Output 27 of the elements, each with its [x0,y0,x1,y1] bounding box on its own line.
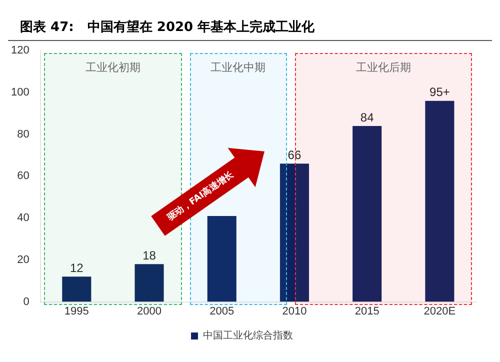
x-tick-label: 2010 [282,305,307,318]
y-tick-label: 60 [17,170,30,182]
bar [62,276,92,302]
data-label: 95+ [430,85,450,100]
annotation: 驱动，FAI高速增长 [164,168,237,224]
x-tick-label: 2020E [424,305,456,318]
y-tick-label: 100 [10,86,30,98]
legend-label: 中国工业化综合指数 [203,330,293,342]
x-tick-label: 1995 [64,305,89,318]
x-tick-label: 2015 [354,305,380,318]
x-tick-label: 2000 [137,305,162,318]
bar [134,264,164,302]
y-tick-label: 0 [23,296,30,308]
data-label: 84 [360,110,374,124]
y-tick-label: 20 [17,254,30,266]
x-tick-label: 2005 [210,305,234,318]
bar [280,164,309,302]
y-tick-label: 40 [17,212,30,224]
y-tick-label: 120 [10,44,30,57]
bar [425,100,454,302]
y-tick-label: 80 [17,128,30,140]
data-label: 12 [70,260,84,275]
data-label: 18 [142,248,156,262]
bar [352,126,382,302]
chart-title: 图表 47: 中国有望在 2020 年基本上完成工业化 [8,8,492,41]
bar [207,216,236,302]
data-label: 66 [288,148,302,162]
